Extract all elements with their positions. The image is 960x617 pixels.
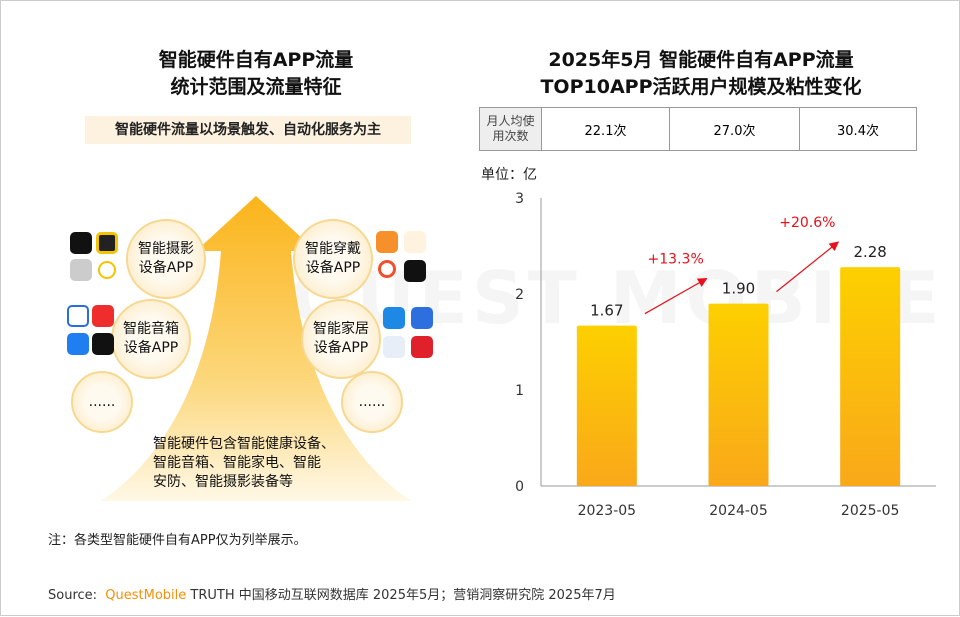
usage-table: 月人均使用次数 22.1次 27.0次 30.4次	[479, 107, 917, 151]
x-tick-label: 2025-05	[841, 503, 900, 519]
category-speaker: 智能音箱 设备APP	[111, 299, 191, 379]
usage-cell: 22.1次	[542, 108, 670, 150]
mijia-app-icon	[383, 307, 405, 329]
bar	[576, 325, 637, 486]
source-brand: QuestMobile	[105, 588, 187, 603]
heart-app-icon	[376, 231, 398, 253]
y-tick-label: 1	[515, 383, 524, 399]
shield-app-icon	[383, 336, 405, 358]
phone-app-icon	[404, 231, 426, 253]
ring-app-icon	[98, 261, 116, 279]
category-photography: 智能摄影 设备APP	[126, 219, 206, 299]
z-app-icon	[411, 336, 433, 358]
bar	[708, 303, 769, 486]
source: Source: QuestMobile TRUTH 中国移动互联网数据库 202…	[48, 588, 616, 603]
category-more-left: ......	[71, 371, 133, 433]
bar-value-label: 1.67	[590, 302, 623, 320]
growth-arrow	[776, 241, 840, 293]
x-tick-label: 2024-05	[709, 503, 768, 519]
right-title: 2025年5月 智能硬件自有APP流量 TOP10APP活跃用户规模及粘性变化	[540, 49, 862, 98]
bar-value-label: 1.90	[722, 280, 755, 298]
bars-app-icon	[404, 260, 426, 282]
bar	[840, 267, 901, 486]
growth-label: +13.3%	[648, 252, 704, 268]
category-wearable: 智能穿戴 设备APP	[293, 219, 373, 299]
y-tick-label: 2	[515, 287, 524, 303]
usage-cell: 30.4次	[837, 123, 879, 139]
wave-app-icon	[92, 305, 114, 327]
usage-cell: 27.0次	[670, 108, 800, 150]
left-title: 智能硬件自有APP流量 统计范围及流量特征	[61, 47, 451, 101]
growth-arrow	[644, 278, 708, 315]
bar-value-label: 2.28	[853, 243, 886, 261]
left-title-line1: 智能硬件自有APP流量	[158, 49, 354, 71]
usage-table-header: 月人均使用次数	[480, 108, 542, 150]
mail-app-icon	[67, 333, 89, 355]
category-more-right: ......	[341, 371, 403, 433]
unit-label: 单位：亿	[481, 167, 537, 183]
footnote: 注：各类型智能硬件自有APP仅为列举展示。	[48, 533, 307, 548]
y-tick-label: 3	[515, 191, 524, 207]
b-app-icon	[92, 333, 114, 355]
dji-light-app-icon	[70, 259, 92, 281]
left-title-line2: 统计范围及流量特征	[170, 76, 342, 98]
y-tick-label: 0	[515, 479, 524, 495]
xiaoai-app-icon	[67, 305, 89, 327]
haier-app-icon	[411, 307, 433, 329]
growth-arrow	[101, 196, 411, 501]
growth-label: +20.6%	[779, 215, 835, 231]
dji-app-icon	[70, 232, 92, 254]
left-subtitle: 智能硬件流量以场景触发、自动化服务为主	[85, 116, 411, 144]
category-smarthome: 智能家居 设备APP	[301, 299, 381, 379]
camera-app-icon	[96, 232, 118, 254]
o-ring-app-icon	[378, 260, 396, 278]
x-tick-label: 2023-05	[578, 503, 637, 519]
left-description: 智能硬件包含智能健康设备、 智能音箱、智能家电、智能 安防、智能摄影装备等	[153, 436, 335, 490]
